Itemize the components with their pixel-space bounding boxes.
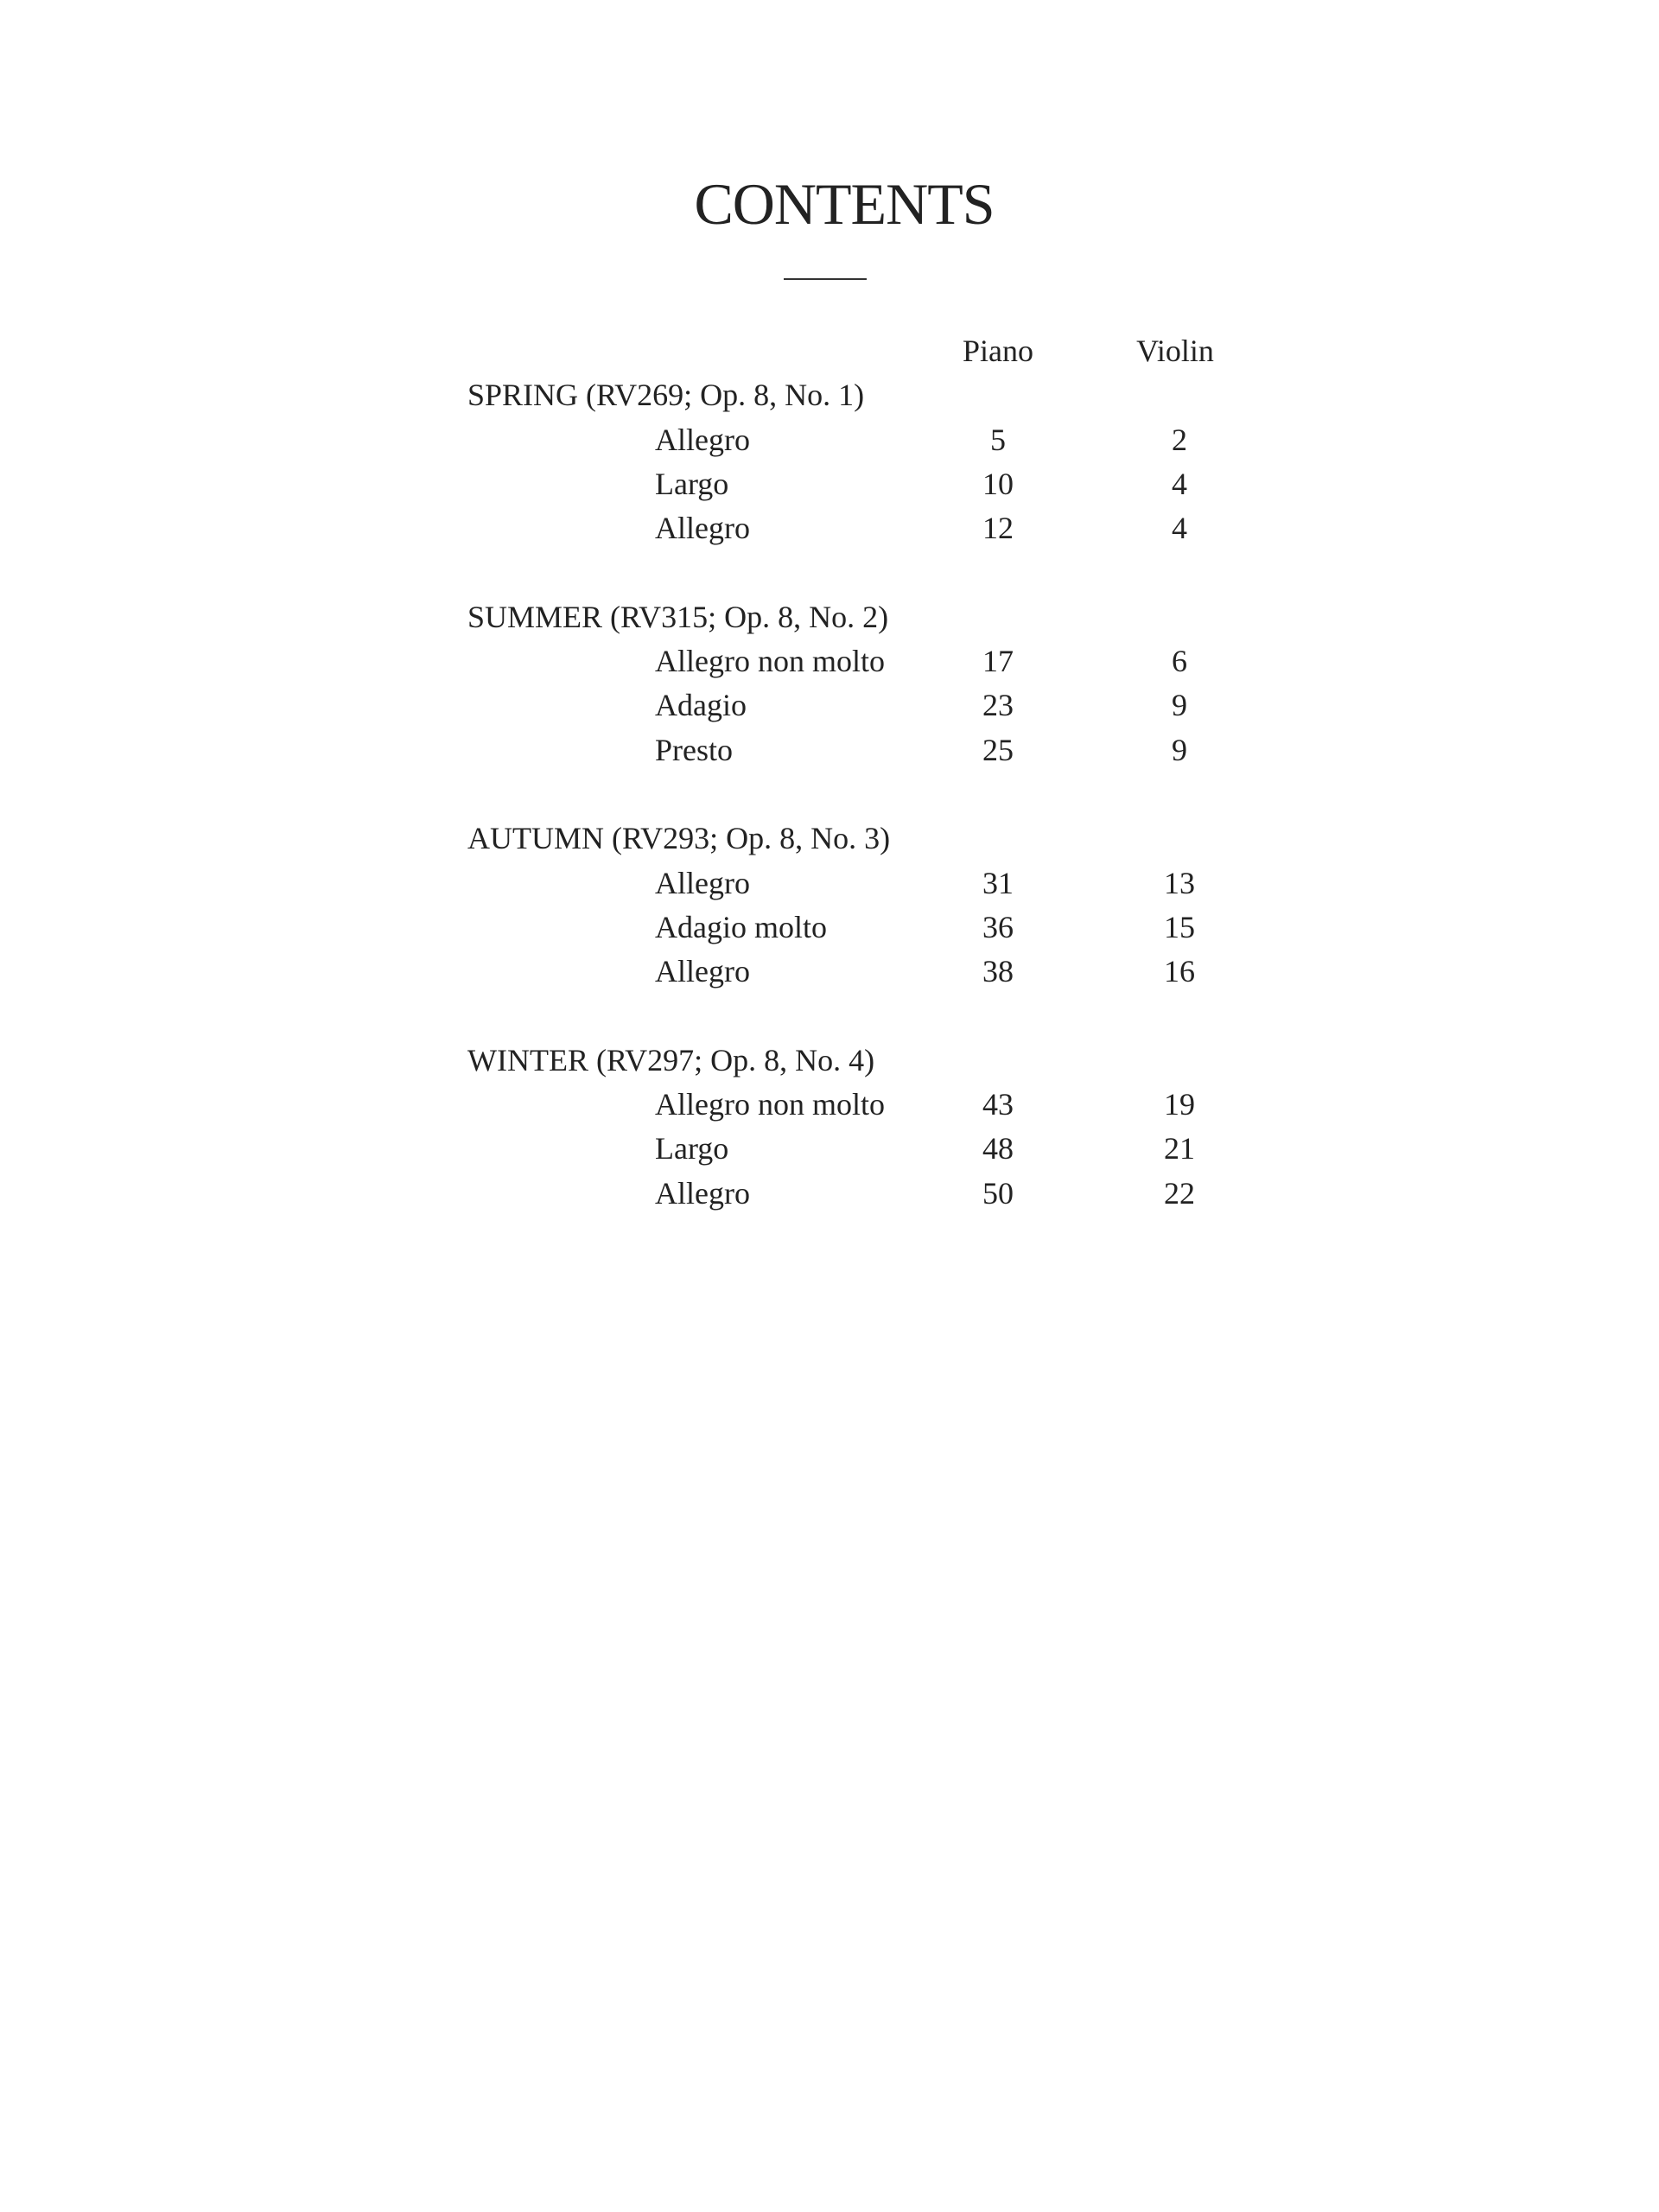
section-heading: SPRING (RV269; Op. 8, No. 1) (467, 378, 865, 413)
section-heading: AUTUMN (RV293; Op. 8, No. 3) (467, 821, 891, 856)
violin-page: 22 (1164, 1175, 1195, 1211)
piano-page: 23 (982, 688, 1014, 723)
piano-page: 25 (982, 732, 1014, 767)
violin-page: 13 (1164, 865, 1195, 900)
movement-name: Allegro (655, 954, 750, 989)
movement-name: Largo (655, 466, 729, 501)
movement-row: Allegro non molto 17 6 (0, 639, 1659, 683)
piano-page: 12 (982, 511, 1014, 546)
movement-name: Allegro (655, 511, 750, 546)
section-heading-row: WINTER (RV297; Op. 8, No. 4) (0, 1039, 1659, 1083)
movement-row: Allegro 12 4 (0, 506, 1659, 550)
movement-row: Allegro 5 2 (0, 418, 1659, 462)
movement-name: Allegro (655, 1175, 750, 1211)
column-headers: Piano Violin (0, 329, 1659, 373)
section-heading-row: AUTUMN (RV293; Op. 8, No. 3) (0, 817, 1659, 861)
piano-page: 43 (982, 1087, 1014, 1122)
column-header-piano: Piano (962, 334, 1033, 368)
piano-page: 50 (982, 1175, 1014, 1211)
movement-row: Allegro non molto 43 19 (0, 1083, 1659, 1127)
movement-name: Adagio molto (655, 909, 827, 944)
piano-page: 31 (982, 865, 1014, 900)
section-heading-row: SUMMER (RV315; Op. 8, No. 2) (0, 595, 1659, 639)
movement-row: Largo 10 4 (0, 462, 1659, 506)
movement-name: Presto (655, 732, 733, 767)
movement-row: Largo 48 21 (0, 1127, 1659, 1171)
section-gap (0, 772, 1659, 817)
movement-name: Largo (655, 1131, 729, 1166)
column-header-violin: Violin (1136, 334, 1214, 368)
piano-page: 10 (982, 466, 1014, 501)
movement-name: Allegro non molto (655, 1087, 885, 1122)
movement-row: Adagio molto 36 15 (0, 906, 1659, 950)
violin-page: 19 (1164, 1087, 1195, 1122)
piano-page: 17 (982, 644, 1014, 679)
section-heading: WINTER (RV297; Op. 8, No. 4) (467, 1042, 875, 1077)
piano-page: 5 (990, 422, 1006, 457)
movement-row: Adagio 23 9 (0, 683, 1659, 728)
piano-page: 36 (982, 909, 1014, 944)
section-heading: SUMMER (RV315; Op. 8, No. 2) (467, 599, 889, 634)
page-title: CONTENTS (694, 171, 995, 237)
violin-page: 2 (1172, 422, 1187, 457)
violin-page: 21 (1164, 1131, 1195, 1166)
contents-table: Piano Violin SPRING (RV269; Op. 8, No. 1… (0, 329, 1659, 1216)
section-gap (0, 994, 1659, 1038)
violin-page: 9 (1172, 688, 1187, 723)
movement-name: Adagio (655, 688, 747, 723)
violin-page: 16 (1164, 954, 1195, 989)
violin-page: 15 (1164, 909, 1195, 944)
title-divider (784, 278, 867, 280)
section-heading-row: SPRING (RV269; Op. 8, No. 1) (0, 373, 1659, 417)
violin-page: 6 (1172, 644, 1187, 679)
movement-name: Allegro (655, 422, 750, 457)
movement-row: Presto 25 9 (0, 728, 1659, 772)
movement-row: Allegro 50 22 (0, 1172, 1659, 1216)
violin-page: 4 (1172, 466, 1187, 501)
movement-name: Allegro non molto (655, 644, 885, 679)
piano-page: 48 (982, 1131, 1014, 1166)
violin-page: 4 (1172, 511, 1187, 546)
movement-row: Allegro 31 13 (0, 861, 1659, 906)
piano-page: 38 (982, 954, 1014, 989)
section-gap (0, 550, 1659, 594)
movement-row: Allegro 38 16 (0, 950, 1659, 994)
violin-page: 9 (1172, 732, 1187, 767)
movement-name: Allegro (655, 865, 750, 900)
